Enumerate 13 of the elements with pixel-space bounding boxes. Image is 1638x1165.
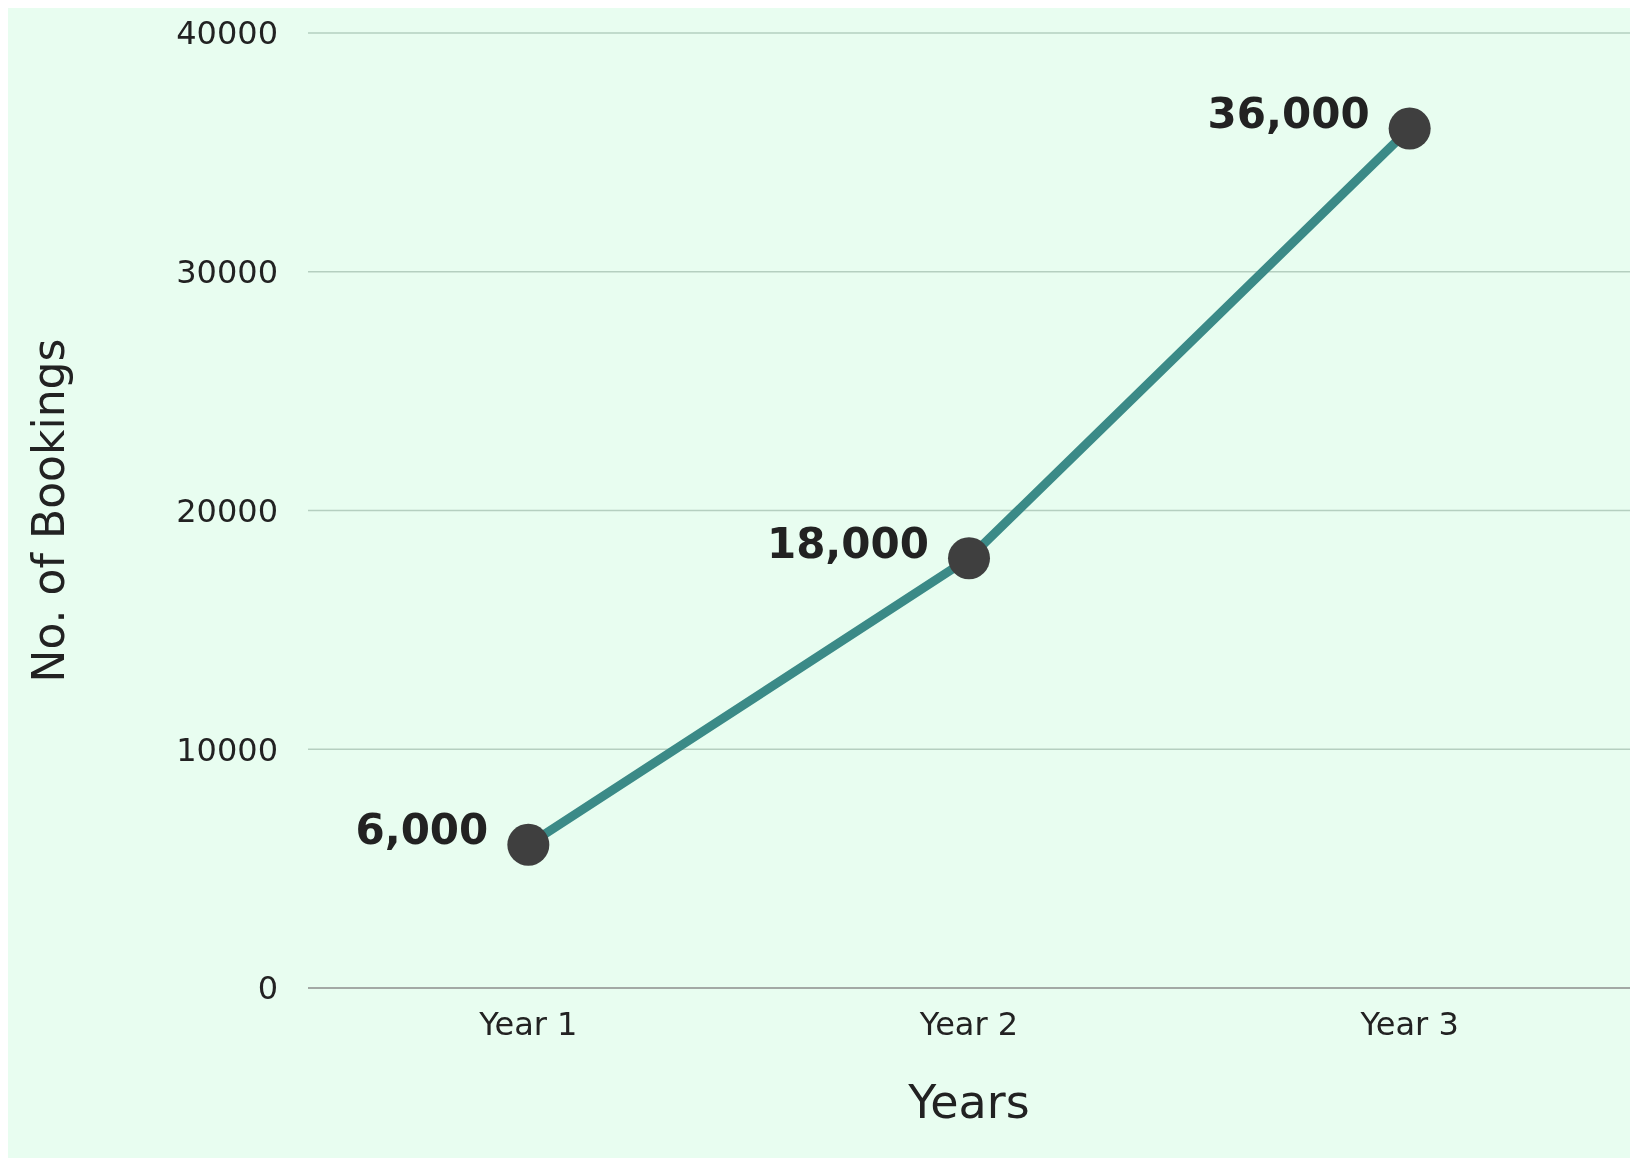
data-label: 6,000 <box>355 805 489 855</box>
data-label: 18,000 <box>766 518 929 568</box>
x-axis-title: Years <box>907 1075 1030 1129</box>
y-tick-label: 20000 <box>176 491 278 530</box>
x-tick-label: Year 1 <box>478 1004 578 1043</box>
y-tick-label: 0 <box>257 969 278 1008</box>
y-tick-label: 30000 <box>176 253 278 292</box>
data-label: 36,000 <box>1207 89 1370 138</box>
y-tick-label: 40000 <box>176 14 278 53</box>
x-tick-label: Year 2 <box>918 1004 1019 1043</box>
y-tick-label: 10000 <box>176 730 278 769</box>
x-tick-label: Year 3 <box>1359 1004 1459 1043</box>
y-axis-title: No. of Bookings <box>22 338 74 683</box>
